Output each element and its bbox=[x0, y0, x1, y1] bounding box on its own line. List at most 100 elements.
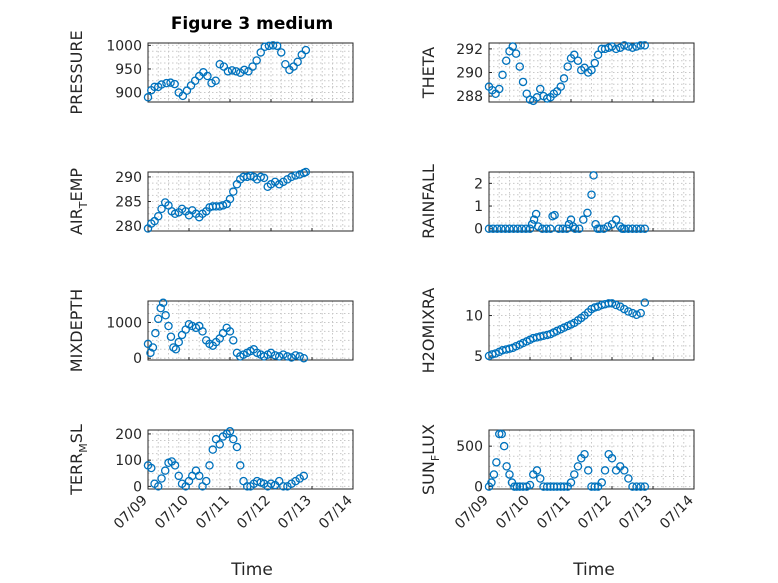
data-point bbox=[502, 462, 511, 471]
y-axis-label: PRESSURE bbox=[67, 30, 86, 114]
data-point bbox=[289, 62, 298, 71]
panel-2: 280 285 290 AIRTEMP bbox=[67, 168, 354, 235]
data-point bbox=[583, 208, 592, 218]
data-point bbox=[499, 441, 509, 451]
data-point bbox=[287, 353, 296, 362]
data-point bbox=[161, 311, 170, 320]
x-tick-label: 07/09 bbox=[111, 493, 151, 533]
data-point bbox=[207, 78, 216, 88]
data-point bbox=[515, 62, 525, 71]
data-point bbox=[299, 353, 309, 363]
data-point bbox=[489, 470, 499, 479]
data-point bbox=[564, 219, 574, 229]
x-tick-label: 07/13 bbox=[616, 493, 656, 533]
data-point bbox=[558, 224, 568, 233]
data-point bbox=[223, 67, 233, 76]
data-point bbox=[628, 224, 637, 233]
data-point bbox=[279, 177, 288, 187]
data-point bbox=[494, 84, 504, 94]
data-point bbox=[492, 458, 501, 467]
data-point bbox=[556, 82, 566, 91]
y-axis-label: AIRTEMP bbox=[67, 168, 90, 235]
data-point bbox=[287, 172, 296, 182]
data-point bbox=[225, 194, 235, 204]
y-tick-label: 1 bbox=[474, 199, 483, 215]
data-point bbox=[611, 215, 621, 224]
data-point bbox=[235, 461, 245, 470]
panel-6: 0 100 200 07/09 07/10 07/11 07/12 07/13 07/14 TER… bbox=[67, 424, 356, 532]
data-point bbox=[533, 222, 543, 231]
data-point bbox=[166, 332, 176, 342]
y-axis-label: THETA bbox=[419, 47, 438, 99]
data-point bbox=[559, 482, 569, 491]
data-point bbox=[636, 308, 645, 318]
data-point bbox=[272, 41, 282, 51]
data-point bbox=[501, 224, 510, 233]
data-point bbox=[259, 173, 269, 183]
data-point bbox=[529, 215, 539, 224]
data-point bbox=[211, 76, 220, 86]
data-point bbox=[178, 91, 188, 101]
data-point bbox=[201, 476, 211, 486]
data-point bbox=[538, 224, 547, 233]
data-point bbox=[595, 224, 604, 233]
data-point bbox=[215, 440, 224, 449]
data-point bbox=[513, 224, 522, 233]
data-point bbox=[291, 171, 300, 180]
data-point bbox=[157, 474, 166, 483]
data-point bbox=[229, 187, 238, 196]
y-tick-label: 288 bbox=[456, 89, 483, 105]
figure-title: Figure 3 medium bbox=[171, 14, 333, 34]
data-point bbox=[536, 474, 545, 483]
data-point bbox=[628, 308, 637, 318]
data-point bbox=[510, 482, 519, 491]
panel-4: 0 1000 MIXDEPTH bbox=[67, 289, 354, 372]
data-point bbox=[498, 70, 507, 80]
data-point bbox=[492, 224, 502, 233]
data-point bbox=[488, 224, 498, 233]
data-point bbox=[170, 209, 180, 219]
data-point bbox=[593, 50, 603, 60]
data-point bbox=[521, 224, 531, 233]
data-point bbox=[583, 466, 593, 475]
x-tick-label: 07/12 bbox=[234, 493, 274, 533]
data-point bbox=[497, 224, 506, 233]
data-point bbox=[525, 224, 535, 233]
data-point bbox=[509, 224, 518, 233]
data-point bbox=[231, 67, 241, 76]
data-point bbox=[170, 79, 179, 89]
data-point bbox=[546, 224, 555, 233]
data-point bbox=[260, 42, 270, 52]
data-point bbox=[157, 204, 166, 214]
data-point bbox=[248, 62, 257, 71]
data-point bbox=[244, 67, 253, 76]
data-point bbox=[640, 224, 650, 233]
data-point bbox=[171, 345, 181, 354]
panel-1: 288 290 292 THETA bbox=[419, 41, 695, 105]
data-point bbox=[276, 48, 286, 57]
y-tick-label: 280 bbox=[115, 219, 142, 235]
data-point bbox=[624, 42, 633, 51]
data-point bbox=[570, 224, 580, 233]
data-point bbox=[589, 171, 598, 180]
data-point bbox=[264, 41, 274, 51]
x-axis-label-left: Time bbox=[230, 560, 273, 580]
y-tick-label: 10 bbox=[465, 309, 483, 325]
x-tick-label: 07/09 bbox=[452, 493, 492, 533]
x-tick-label: 07/11 bbox=[193, 493, 233, 533]
y-tick-label: 290 bbox=[456, 66, 483, 82]
data-point bbox=[624, 224, 633, 233]
x-tick-label: 07/10 bbox=[152, 493, 192, 533]
y-tick-label: 900 bbox=[115, 86, 142, 102]
data-point bbox=[505, 470, 514, 479]
data-point bbox=[160, 466, 170, 475]
y-tick-label: 0 bbox=[474, 222, 483, 238]
x-tick-label: 07/12 bbox=[575, 493, 615, 533]
data-point bbox=[256, 48, 265, 57]
y-tick-label: 0 bbox=[133, 479, 142, 495]
data-point bbox=[151, 328, 160, 338]
data-point bbox=[632, 224, 641, 233]
data-point bbox=[266, 180, 276, 189]
data-point bbox=[511, 49, 521, 58]
y-axis-label: SUNFLUX bbox=[419, 424, 442, 495]
